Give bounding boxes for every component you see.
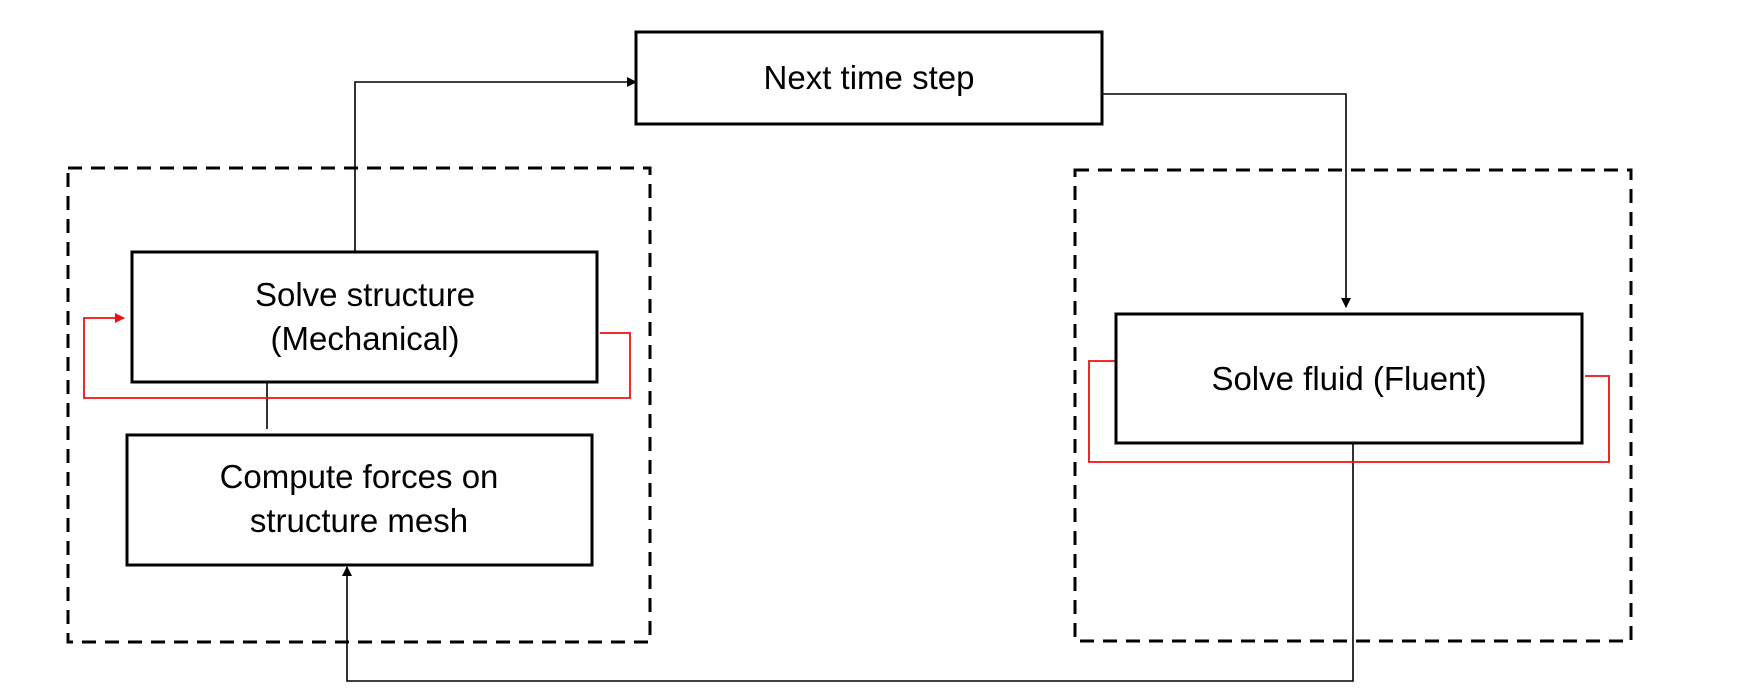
next-time-step-label: Next time step [764,59,975,96]
structure-group-frame [66,166,652,644]
connector-fluid-to-forces [342,444,1354,682]
solve-fluid-label: Solve fluid (Fluent) [1211,360,1486,397]
fluid-group-frame [1073,168,1633,643]
fluid-iteration-loop [1088,356,1610,463]
next-time-step-node: Next time step [634,30,1104,126]
solve-structure-label-line1: Solve structure [255,276,475,313]
compute-forces-label-line2: structure mesh [250,502,468,539]
compute-forces-node: Compute forces on structure mesh [125,433,594,567]
connector-structure-to-next-step [354,77,637,252]
solve-fluid-node: Solve fluid (Fluent) [1114,312,1584,445]
compute-forces-label-line1: Compute forces on [220,458,499,495]
connector-next-step-to-fluid [1102,93,1351,308]
solve-structure-node: Solve structure (Mechanical) [130,250,599,384]
structure-iteration-loop [83,313,631,399]
solve-structure-label-line2: (Mechanical) [271,320,460,357]
